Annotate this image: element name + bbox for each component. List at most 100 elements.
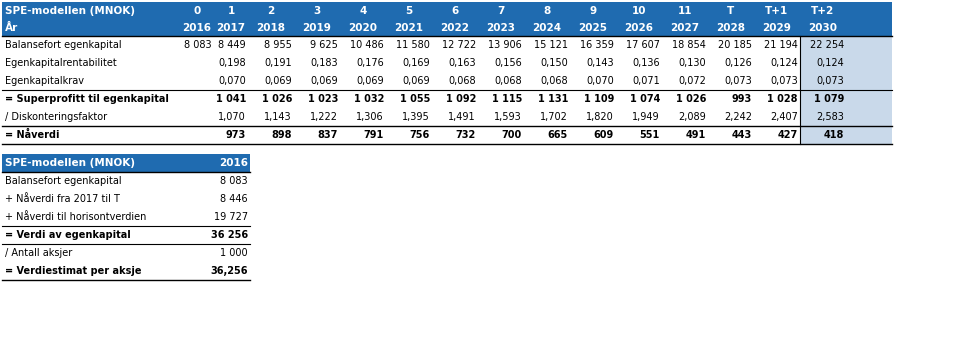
Text: 8 446: 8 446 xyxy=(220,194,247,204)
Text: + Nåverdi fra 2017 til T: + Nåverdi fra 2017 til T xyxy=(5,194,119,204)
Text: 2016: 2016 xyxy=(182,23,211,33)
Text: 21 194: 21 194 xyxy=(764,40,797,50)
Text: 1,949: 1,949 xyxy=(632,112,659,122)
Text: 551: 551 xyxy=(639,130,659,140)
Text: 11 580: 11 580 xyxy=(396,40,429,50)
Text: 700: 700 xyxy=(502,130,521,140)
Text: 12 722: 12 722 xyxy=(441,40,475,50)
Text: T+2: T+2 xyxy=(811,6,834,16)
Text: 0,191: 0,191 xyxy=(264,58,291,68)
Text: 2030: 2030 xyxy=(808,23,836,33)
Text: = Verdi av egenkapital: = Verdi av egenkapital xyxy=(5,230,131,240)
Bar xyxy=(799,90,891,108)
Bar xyxy=(2,108,891,126)
Text: 7: 7 xyxy=(497,6,505,16)
Text: 2,407: 2,407 xyxy=(770,112,797,122)
Text: 0,073: 0,073 xyxy=(724,76,751,86)
Bar xyxy=(799,126,891,144)
Text: 1 109: 1 109 xyxy=(583,94,613,104)
Text: = Nåverdi: = Nåverdi xyxy=(5,130,60,140)
Text: 0,163: 0,163 xyxy=(448,58,475,68)
Text: 1,143: 1,143 xyxy=(264,112,291,122)
Bar xyxy=(2,54,891,72)
Text: = Verdiestimat per aksje: = Verdiestimat per aksje xyxy=(5,266,142,276)
Bar xyxy=(2,208,249,226)
Text: SPE-modellen (MNOK): SPE-modellen (MNOK) xyxy=(5,158,135,168)
Text: 0,069: 0,069 xyxy=(310,76,337,86)
Bar xyxy=(799,108,891,126)
Text: 8 449: 8 449 xyxy=(218,40,245,50)
Text: 993: 993 xyxy=(731,94,751,104)
Text: 22 254: 22 254 xyxy=(809,40,843,50)
Text: 0,069: 0,069 xyxy=(264,76,291,86)
Text: 1,306: 1,306 xyxy=(356,112,383,122)
Text: 1 131: 1 131 xyxy=(537,94,567,104)
Text: 2,089: 2,089 xyxy=(678,112,705,122)
Bar xyxy=(2,2,891,20)
Text: 0,136: 0,136 xyxy=(632,58,659,68)
Bar xyxy=(799,36,891,54)
Text: 2021: 2021 xyxy=(394,23,423,33)
Text: 427: 427 xyxy=(777,130,797,140)
Text: 418: 418 xyxy=(822,130,843,140)
Text: 1 023: 1 023 xyxy=(307,94,337,104)
Text: 2029: 2029 xyxy=(762,23,790,33)
Text: 0,130: 0,130 xyxy=(678,58,705,68)
Text: 15 121: 15 121 xyxy=(533,40,567,50)
Text: 732: 732 xyxy=(456,130,475,140)
Text: 16 359: 16 359 xyxy=(580,40,613,50)
Text: 8 083: 8 083 xyxy=(220,176,247,186)
Text: 756: 756 xyxy=(410,130,429,140)
Text: 2028: 2028 xyxy=(716,23,744,33)
Text: 13 906: 13 906 xyxy=(488,40,521,50)
Text: 791: 791 xyxy=(364,130,383,140)
Text: 4: 4 xyxy=(359,6,367,16)
Text: 898: 898 xyxy=(271,130,291,140)
Text: 10: 10 xyxy=(631,6,645,16)
Text: 0,068: 0,068 xyxy=(540,76,567,86)
Text: 2024: 2024 xyxy=(532,23,561,33)
Text: 0,070: 0,070 xyxy=(586,76,613,86)
Text: 0,124: 0,124 xyxy=(770,58,797,68)
Bar xyxy=(2,126,891,144)
Text: 3: 3 xyxy=(313,6,321,16)
Text: 36,256: 36,256 xyxy=(210,266,247,276)
Text: 1,702: 1,702 xyxy=(540,112,567,122)
Bar xyxy=(2,72,891,90)
Text: 0,071: 0,071 xyxy=(632,76,659,86)
Text: 2027: 2027 xyxy=(670,23,699,33)
Text: 1 079: 1 079 xyxy=(813,94,843,104)
Text: 8: 8 xyxy=(543,6,550,16)
Bar xyxy=(2,262,249,280)
Text: 973: 973 xyxy=(226,130,245,140)
Text: / Diskonteringsfaktor: / Diskonteringsfaktor xyxy=(5,112,107,122)
Text: 1 000: 1 000 xyxy=(220,248,247,258)
Text: 2016: 2016 xyxy=(219,158,247,168)
Text: 20 185: 20 185 xyxy=(717,40,751,50)
Text: 1,222: 1,222 xyxy=(310,112,337,122)
Bar xyxy=(2,190,249,208)
Text: Egenkapitalrentabilitet: Egenkapitalrentabilitet xyxy=(5,58,116,68)
Text: 1 026: 1 026 xyxy=(675,94,705,104)
Text: År: År xyxy=(5,23,19,33)
Text: 2023: 2023 xyxy=(486,23,515,33)
Text: 0,126: 0,126 xyxy=(724,58,751,68)
Text: 443: 443 xyxy=(731,130,751,140)
Text: 2: 2 xyxy=(267,6,275,16)
Text: 1,491: 1,491 xyxy=(448,112,475,122)
Text: 0,069: 0,069 xyxy=(402,76,429,86)
Text: 6: 6 xyxy=(451,6,458,16)
Text: = Superprofitt til egenkapital: = Superprofitt til egenkapital xyxy=(5,94,168,104)
Text: 0,156: 0,156 xyxy=(494,58,521,68)
Text: 0,073: 0,073 xyxy=(816,76,843,86)
Bar xyxy=(2,226,249,244)
Text: 2018: 2018 xyxy=(256,23,286,33)
Bar xyxy=(2,20,891,36)
Text: 11: 11 xyxy=(677,6,691,16)
Text: 2026: 2026 xyxy=(624,23,653,33)
Text: Egenkapitalkrav: Egenkapitalkrav xyxy=(5,76,84,86)
Text: Balansefort egenkapital: Balansefort egenkapital xyxy=(5,40,121,50)
Bar xyxy=(2,90,891,108)
Bar xyxy=(2,154,249,172)
Text: 2,242: 2,242 xyxy=(724,112,751,122)
